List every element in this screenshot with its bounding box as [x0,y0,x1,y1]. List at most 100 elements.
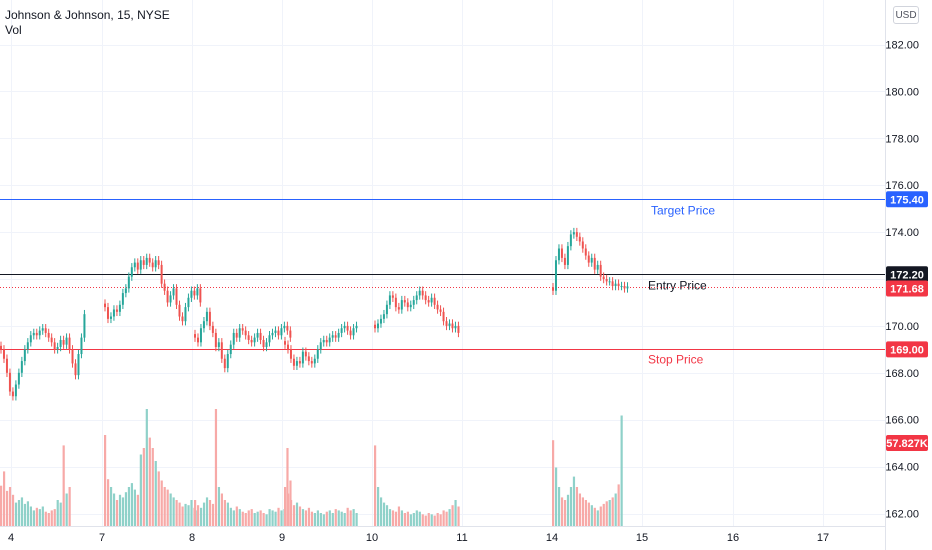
candle-body [322,339,325,343]
candle-body [328,337,331,343]
entry-price-tag: 172.20 [890,269,924,281]
volume-bar [265,514,268,526]
volume-bar [286,493,290,526]
price-tick-label: 176.00 [885,180,919,192]
volume-bar [593,507,596,526]
volume-bar [352,509,355,526]
volume-bar [26,501,30,526]
candle-body [552,287,554,291]
candle-body [391,295,394,298]
candle-body [202,321,205,329]
volume-bar [118,494,122,526]
last-price-tag-bg [886,280,928,297]
volume-bar [301,509,305,526]
candle-body [115,309,118,312]
volume-bar [454,500,457,526]
volume-bar [244,513,247,526]
volume-bar [133,489,136,526]
candle-body [35,332,38,336]
volume-bar [154,461,157,526]
volume-bar [617,484,620,526]
candle-body [118,304,121,312]
volume-bar [5,490,9,526]
symbol-title[interactable]: Johnson & Johnson, 15, NYSE [5,8,170,22]
candle-body [319,342,322,350]
volume-bar [241,511,244,526]
candle-body [5,358,8,373]
volume-bar [394,511,398,526]
candle-body [623,286,626,289]
volume-bar [584,500,587,526]
volume-bar [385,505,389,526]
volume-bar [590,505,593,526]
target-price-tag: 175.40 [890,194,924,206]
volume-bar [104,435,107,526]
volume-bars [0,409,623,526]
candle-body [74,363,77,376]
price-tick-label: 162.00 [885,509,919,521]
candle-body [611,281,614,287]
volume-bar [614,493,617,526]
volume-bar [578,493,582,526]
volume-bar [232,510,235,526]
volume-bar [415,510,418,526]
volume-bar [235,506,238,526]
volume-bar [199,507,203,526]
volume-bar [602,503,605,526]
candle-body [292,358,295,366]
price-tick-label: 164.00 [885,462,919,474]
candle-body [232,332,235,345]
candle-body [32,332,35,336]
candle-body [554,260,557,291]
candle-body [181,316,184,322]
volume-tag: 57.827K [886,438,928,450]
candle-body [563,257,566,265]
candle-body [602,276,605,279]
candle-body [62,339,65,345]
candle-body [289,330,292,338]
volume-bar [208,500,212,526]
time-tick-label: 16 [727,532,739,544]
volume-bar [430,514,433,526]
volume-bar [310,511,314,526]
volume-bar [157,471,160,526]
volume-bar [109,487,113,526]
candle-body [187,297,190,308]
volume-bar [262,513,265,526]
volume-bar [184,503,187,526]
candle-body [80,337,83,355]
candle-body [400,300,403,310]
volume-bar [20,497,24,526]
candle-body [394,297,397,308]
candle-body [379,318,382,324]
candle-body [265,342,268,348]
candle-body [581,241,584,249]
candle-body [325,339,328,343]
volume-bar [121,497,125,526]
volume-bar [259,510,262,526]
volume-bar [433,515,436,526]
volume-bar [32,510,35,526]
volume-bar [325,511,328,526]
candle-body [56,347,59,350]
volume-bar [457,506,460,526]
volume-bar [68,487,71,526]
candle-body [451,323,454,329]
candle-body [2,349,5,359]
time-tick-label: 8 [189,532,195,544]
candle-body [169,295,172,303]
candle-body [220,342,223,359]
volume-bar [355,513,358,526]
candle-body [178,304,181,317]
price-levels: Target Price Entry Price Stop Price [0,199,885,367]
volume-bar [575,487,579,526]
candle-body [175,288,178,305]
candle-body [47,332,50,338]
time-tick-label: 7 [99,532,105,544]
volume-bar [229,507,232,526]
volume-bar [148,437,151,526]
currency-button[interactable]: USD [893,6,919,24]
candle-body [397,307,400,310]
candle-body [136,262,139,270]
